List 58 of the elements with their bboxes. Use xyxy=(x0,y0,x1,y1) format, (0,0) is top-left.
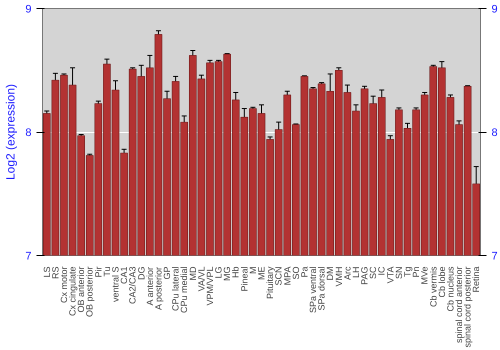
x-tick-label: SPa ventral xyxy=(308,266,318,314)
x-tick-label: Pa xyxy=(299,266,310,278)
x-tick-label: MPA xyxy=(282,266,292,286)
x-tick-label: Pituitary xyxy=(265,266,276,300)
x-tick-label: spinal cord posterior xyxy=(462,266,473,348)
y-tick-label: 8 xyxy=(25,127,32,139)
x-tick-label: Pir xyxy=(93,266,104,278)
x-tick-label: SO xyxy=(290,266,301,280)
x-tick-label: Cx cingulate xyxy=(68,266,78,316)
x-tick-label: Arc xyxy=(342,266,352,280)
x-tick-label: Pn xyxy=(411,266,422,278)
x-tick-label: CPu medial xyxy=(179,266,190,314)
x-tick-label: DG xyxy=(136,266,146,280)
x-tick-label: ventral S xyxy=(110,266,120,302)
x-tick-label: RS xyxy=(50,266,60,279)
y2-tick-label: 7 xyxy=(492,250,498,262)
y-axis-title: Log2 (expression) xyxy=(3,84,18,180)
x-tick-label: SPa dorsal xyxy=(316,266,327,311)
x-tick-label: Pineal xyxy=(239,266,250,292)
x-tick-label: OB anterior xyxy=(76,266,86,313)
x-tick-label: VPM/VPL xyxy=(204,266,215,306)
x-tick-label: ME xyxy=(256,266,266,280)
x-tick-label: CA1 xyxy=(119,266,130,284)
x-tick-label: A anterior xyxy=(144,266,155,306)
x-tick-label: Cb vermis xyxy=(428,266,438,308)
y2-tick-label: 9 xyxy=(492,4,498,16)
x-tick-label: MG xyxy=(222,266,232,281)
x-tick-label: LH xyxy=(350,266,361,278)
x-tick-label: Tu xyxy=(102,266,112,277)
x-tick-label: VMH xyxy=(334,266,344,286)
x-tick-label: SC xyxy=(368,266,378,280)
y2-tick-label: 8 xyxy=(492,127,498,139)
y-tick-label: 9 xyxy=(25,4,32,16)
x-tick-label: LS xyxy=(42,266,52,278)
x-tick-label: A posterior xyxy=(153,266,164,310)
x-tick-label: SN xyxy=(394,266,404,280)
x-tick-label: MVe xyxy=(420,266,430,285)
x-tick-label: VA/VL xyxy=(196,266,206,292)
x-tick-label: M xyxy=(248,266,258,274)
x-tick-label: PAG xyxy=(360,266,370,285)
x-tick-label: Hb xyxy=(230,266,241,278)
x-tick-label: IC xyxy=(376,266,387,276)
x-tick-label: VTA xyxy=(385,266,396,284)
x-tick-label: Cb nucleus xyxy=(445,266,456,312)
x-tick-label: GP xyxy=(162,266,172,280)
x-tick-label: CA2/CA3 xyxy=(128,266,138,304)
x-tick-label: LG xyxy=(214,266,224,279)
x-tick-label: OB posterior xyxy=(84,266,95,318)
x-tick-label: SCN xyxy=(274,266,284,286)
x-tick-label: Tg xyxy=(402,266,412,278)
x-tick-label: spinal cord anterior xyxy=(454,266,464,344)
x-tick-label: DM xyxy=(325,266,336,280)
x-tick-label: Retina xyxy=(471,266,482,293)
x-tick-label: Cb lobe xyxy=(436,266,447,298)
x-tick-label: MD xyxy=(188,266,198,280)
y-tick-label: 7 xyxy=(25,250,32,262)
x-tick-label: CPu lateral xyxy=(170,266,181,312)
x-tick-label: Cx motor xyxy=(58,266,69,304)
